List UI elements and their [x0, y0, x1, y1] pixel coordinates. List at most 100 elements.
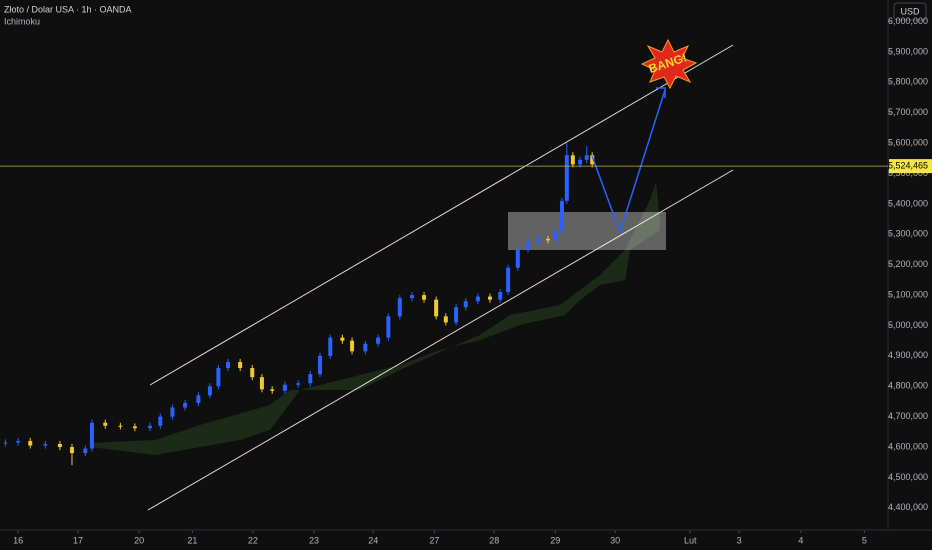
candle-body [83, 448, 88, 454]
currency[interactable]: USD [900, 6, 920, 16]
candle-body [559, 200, 564, 232]
y-tick-label: 5,100,000 [888, 289, 928, 299]
x-tick-label: 16 [13, 535, 23, 545]
x-tick-label: 5 [862, 535, 867, 545]
arrow-head [656, 87, 666, 98]
last-price-tag [889, 159, 932, 174]
candle-body [259, 377, 264, 390]
candle-body [570, 155, 575, 165]
candle-body [397, 298, 402, 317]
y-tick-label: 5,300,000 [888, 229, 928, 239]
candle-body [89, 422, 94, 449]
channel-lower [147, 169, 734, 511]
x-tick-label: Lut [684, 535, 697, 545]
currency-button[interactable] [893, 2, 927, 21]
x-tick-label: 29 [550, 535, 560, 545]
x-tick-label: 30 [610, 535, 620, 545]
candle-body [546, 238, 551, 241]
y-tick-label: 5,600,000 [888, 138, 928, 148]
y-tick-label: 4,900,000 [888, 350, 928, 360]
x-tick-label: 17 [73, 535, 83, 545]
candle-body [463, 301, 468, 308]
candle-body [340, 337, 345, 341]
candle-body [409, 295, 414, 299]
x-tick-label: 24 [368, 535, 378, 545]
candle-body [183, 402, 188, 408]
x-tick-label: 27 [429, 535, 439, 545]
candle-body [350, 340, 355, 352]
candle-body [16, 440, 21, 443]
candle-body [207, 386, 212, 396]
candle-body [28, 440, 33, 446]
candle-body [564, 155, 569, 201]
candle-body [296, 383, 301, 385]
zone-box [508, 212, 666, 250]
y-tick-label: 5,800,000 [888, 77, 928, 87]
x-tick-label: 4 [798, 535, 803, 545]
y-tick-label: 4,800,000 [888, 381, 928, 391]
candle-body [443, 316, 448, 323]
candle-body [170, 407, 175, 417]
y-tick-label: 5,400,000 [888, 198, 928, 208]
y-tick-label: 6,000,000 [888, 16, 928, 26]
candle-body [422, 295, 427, 300]
candle-body [434, 299, 439, 317]
candle-body [578, 159, 583, 165]
bang-burst [640, 38, 698, 90]
candle-body [376, 337, 381, 344]
candle-body [526, 241, 531, 250]
candle-body [132, 426, 137, 429]
candle-body [103, 422, 108, 426]
candle-body [270, 389, 275, 391]
x-tick-label: 23 [309, 535, 319, 545]
candle-body [216, 368, 221, 387]
indicator-name: Ichimoku [4, 16, 40, 26]
candle-body [584, 155, 589, 160]
y-tick-label: 5,200,000 [888, 259, 928, 269]
channel-upper [149, 44, 734, 386]
symbol-title: Złoto / Dolar USA · 1h · OANDA [4, 4, 132, 14]
y-tick-label: 4,700,000 [888, 411, 928, 421]
y-tick-label: 5,700,000 [888, 107, 928, 117]
x-tick-label: 3 [737, 535, 742, 545]
candle-body [454, 307, 459, 323]
last-price-label: 5,524,465 [888, 160, 928, 170]
candle-body [238, 361, 243, 369]
candle-body [118, 425, 123, 427]
candle-body [43, 443, 48, 446]
x-tick-label: 20 [134, 535, 144, 545]
candle-body [515, 249, 520, 268]
candle-body [226, 361, 231, 369]
candle-body [196, 395, 201, 403]
candle-body [282, 384, 287, 391]
candle-body [158, 416, 163, 426]
candle-body [3, 442, 8, 444]
candle-body [475, 296, 480, 302]
candle-body [250, 368, 255, 378]
y-tick-label: 5,900,000 [888, 46, 928, 56]
candle-body [498, 292, 503, 300]
candle-body [69, 447, 74, 454]
y-tick-label: 4,500,000 [888, 472, 928, 482]
candle-body [363, 343, 368, 352]
candle-body [506, 267, 511, 293]
candle-body [148, 425, 153, 429]
y-tick-label: 4,600,000 [888, 441, 928, 451]
x-tick-label: 21 [187, 535, 197, 545]
candle-body [57, 443, 62, 448]
x-tick-label: 28 [489, 535, 499, 545]
candle-body [317, 355, 322, 375]
candles [3, 143, 595, 466]
candle-body [386, 316, 391, 338]
candle-body [553, 231, 558, 241]
candle-body [328, 337, 333, 356]
y-tick-label: 5,000,000 [888, 320, 928, 330]
candle-body [536, 238, 541, 242]
projection-path [591, 89, 666, 235]
candle-body [487, 296, 492, 300]
y-tick-label: 4,400,000 [888, 502, 928, 512]
ichimoku-cloud [90, 182, 660, 455]
candle-body [590, 155, 595, 165]
